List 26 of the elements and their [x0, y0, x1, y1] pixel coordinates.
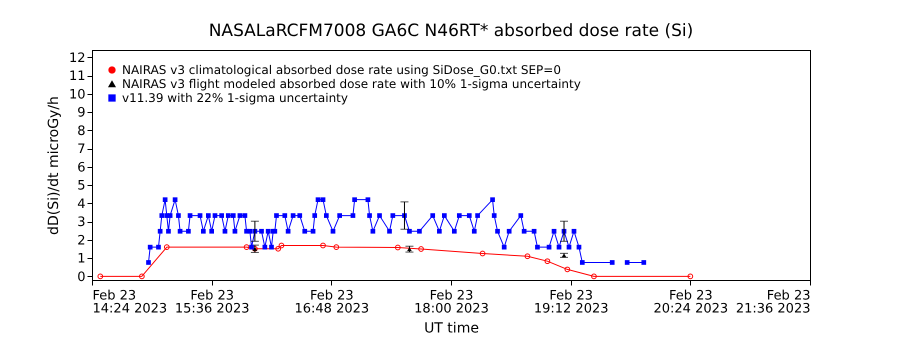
legend-label: v11.39 with 22% 1-sigma uncertainty: [122, 91, 348, 105]
y-tick-label: 6: [77, 160, 86, 176]
x-tick-label: Feb 23 16:48 2023: [294, 288, 370, 316]
x-tick-label: Feb 23 21:36 2023: [736, 288, 810, 316]
y-tick-label: 8: [77, 124, 86, 139]
y-tick-label: 1: [77, 252, 86, 267]
x-tick-label: Feb 23 18:00 2023: [414, 288, 489, 316]
legend-label: NAIRAS v3 flight modeled absorbed dose rate with 10% 1-sigma uncertainty: [122, 77, 581, 91]
x-tick-label: Feb 23 15:36 2023: [174, 288, 250, 316]
y-tick-label: 11: [68, 69, 86, 84]
legend-label: NAIRAS v3 climatological absorbed dose rate using SiDose_G0.txt SEP=0: [122, 63, 561, 77]
y-tick-label: 5: [77, 178, 86, 194]
y-tick-label: 7: [77, 142, 86, 158]
y-tick-label: 12: [68, 50, 86, 66]
x-tick-label: Feb 23 20:24 2023: [653, 288, 728, 316]
chart-title: NASALaRCFM7008 GA6C N46RT* absorbed dose rate (Si): [208, 21, 694, 41]
y-tick-label: 9: [77, 106, 86, 121]
x-tick-label: Feb 23 19:12 2023: [534, 288, 609, 316]
x-tick-label: Feb 23 14:24 2023: [92, 288, 168, 316]
y-tick-label: 3: [77, 215, 86, 230]
y-axis-title: dD(Si)/dt microGy/h: [46, 96, 62, 235]
y-tick-label: 4: [77, 196, 86, 212]
y-tick-label: 2: [77, 233, 86, 248]
y-tick-label: 0: [77, 270, 86, 285]
x-axis-title: UT time: [424, 320, 479, 336]
y-tick-label: 10: [68, 87, 86, 102]
